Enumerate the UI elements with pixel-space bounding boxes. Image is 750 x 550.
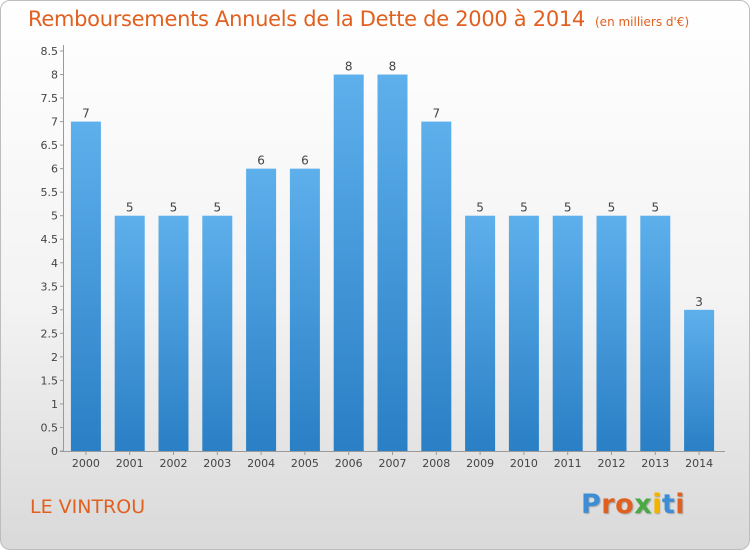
x-tick-label: 2005 bbox=[291, 457, 319, 470]
data-label: 5 bbox=[564, 201, 572, 215]
x-tick-label: 2004 bbox=[247, 457, 275, 470]
y-tick-label: 7 bbox=[51, 116, 58, 129]
bar bbox=[202, 215, 233, 451]
data-label: 5 bbox=[651, 201, 659, 215]
bar bbox=[158, 215, 189, 451]
logo-letter: o bbox=[615, 489, 635, 520]
data-label: 5 bbox=[213, 201, 221, 215]
bar bbox=[246, 168, 277, 451]
bar bbox=[333, 74, 364, 451]
chart-title: Remboursements Annuels de la Dette de 20… bbox=[28, 7, 689, 31]
commune-name: LE VINTROU bbox=[30, 496, 146, 518]
y-tick-label: 3.5 bbox=[41, 280, 59, 293]
y-tick-label: 0.5 bbox=[41, 421, 59, 434]
bar bbox=[640, 215, 671, 451]
data-label: 3 bbox=[695, 295, 703, 309]
bar bbox=[508, 215, 539, 451]
proxiti-logo: Proxiti bbox=[581, 489, 685, 520]
data-label: 5 bbox=[126, 201, 134, 215]
data-label: 7 bbox=[432, 107, 440, 121]
x-tick-label: 2012 bbox=[598, 457, 626, 470]
y-tick-label: 8 bbox=[51, 69, 58, 82]
logo-letter: i bbox=[652, 489, 662, 520]
x-tick-label: 2008 bbox=[422, 457, 450, 470]
y-tick-label: 1.5 bbox=[41, 374, 59, 387]
bar bbox=[421, 121, 452, 452]
data-label: 8 bbox=[345, 60, 353, 74]
bar bbox=[377, 74, 408, 451]
y-tick-label: 6.5 bbox=[41, 139, 59, 152]
x-tick-label: 2010 bbox=[510, 457, 538, 470]
logo-letter: i bbox=[675, 489, 686, 520]
data-label: 5 bbox=[170, 201, 178, 215]
bar bbox=[114, 215, 145, 451]
data-label: 5 bbox=[520, 201, 528, 215]
x-tick-label: 2002 bbox=[160, 457, 188, 470]
logo-letter: t bbox=[661, 489, 676, 520]
x-tick-label: 2011 bbox=[554, 457, 582, 470]
y-tick-label: 4.5 bbox=[41, 233, 59, 246]
data-label: 6 bbox=[301, 154, 309, 168]
data-label: 5 bbox=[608, 201, 616, 215]
y-tick-label: 5 bbox=[51, 210, 58, 223]
x-tick-label: 2007 bbox=[379, 457, 407, 470]
logo-letter: x bbox=[634, 489, 653, 520]
data-label: 8 bbox=[389, 60, 397, 74]
x-tick-label: 2003 bbox=[203, 457, 231, 470]
bar bbox=[465, 215, 496, 451]
x-tick-label: 2013 bbox=[641, 457, 669, 470]
bar bbox=[684, 309, 715, 451]
x-tick-label: 2006 bbox=[335, 457, 363, 470]
logo-letter: P bbox=[581, 489, 602, 520]
bar bbox=[289, 168, 320, 451]
y-tick-label: 5.5 bbox=[41, 186, 59, 199]
y-tick-label: 6 bbox=[51, 163, 58, 176]
data-label: 7 bbox=[82, 107, 90, 121]
y-tick-label: 3 bbox=[51, 304, 58, 317]
bar bbox=[596, 215, 627, 451]
x-tick-label: 2001 bbox=[116, 457, 144, 470]
y-tick-label: 7.5 bbox=[41, 92, 59, 105]
x-tick-label: 2014 bbox=[685, 457, 713, 470]
y-tick-label: 2.5 bbox=[41, 327, 59, 340]
logo-letter: r bbox=[601, 489, 616, 520]
y-tick-label: 1 bbox=[51, 398, 58, 411]
data-label: 6 bbox=[257, 154, 265, 168]
x-tick-label: 2000 bbox=[72, 457, 100, 470]
chart-title-text: Remboursements Annuels de la Dette de 20… bbox=[28, 7, 585, 31]
data-label: 5 bbox=[476, 201, 484, 215]
y-tick-label: 0 bbox=[51, 445, 58, 458]
chart-unit: (en milliers d'€) bbox=[595, 15, 690, 29]
bar bbox=[70, 121, 101, 452]
y-tick-label: 2 bbox=[51, 351, 58, 364]
y-tick-label: 8.5 bbox=[41, 45, 59, 58]
y-tick-label: 4 bbox=[51, 257, 58, 270]
bar bbox=[552, 215, 583, 451]
x-tick-label: 2009 bbox=[466, 457, 494, 470]
